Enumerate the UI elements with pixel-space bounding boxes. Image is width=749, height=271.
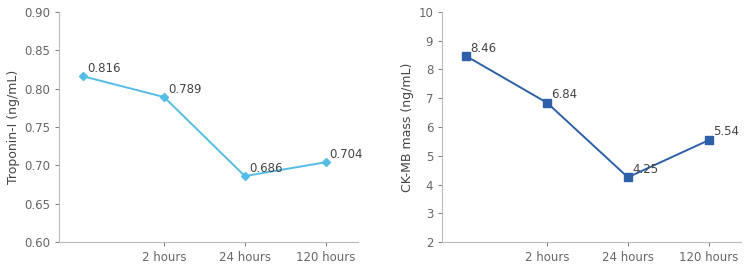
Text: 0.816: 0.816 bbox=[88, 62, 121, 75]
Text: 0.686: 0.686 bbox=[249, 162, 282, 175]
Text: 6.84: 6.84 bbox=[551, 88, 577, 101]
Text: 5.54: 5.54 bbox=[712, 125, 739, 138]
Y-axis label: CK-MB mass (ng/mL): CK-MB mass (ng/mL) bbox=[401, 62, 414, 192]
Text: 4.25: 4.25 bbox=[632, 163, 658, 176]
Text: 0.789: 0.789 bbox=[168, 83, 201, 96]
Text: 8.46: 8.46 bbox=[470, 41, 497, 54]
Y-axis label: Troponin-I (ng/mL): Troponin-I (ng/mL) bbox=[7, 70, 20, 184]
Text: 0.704: 0.704 bbox=[330, 148, 363, 161]
